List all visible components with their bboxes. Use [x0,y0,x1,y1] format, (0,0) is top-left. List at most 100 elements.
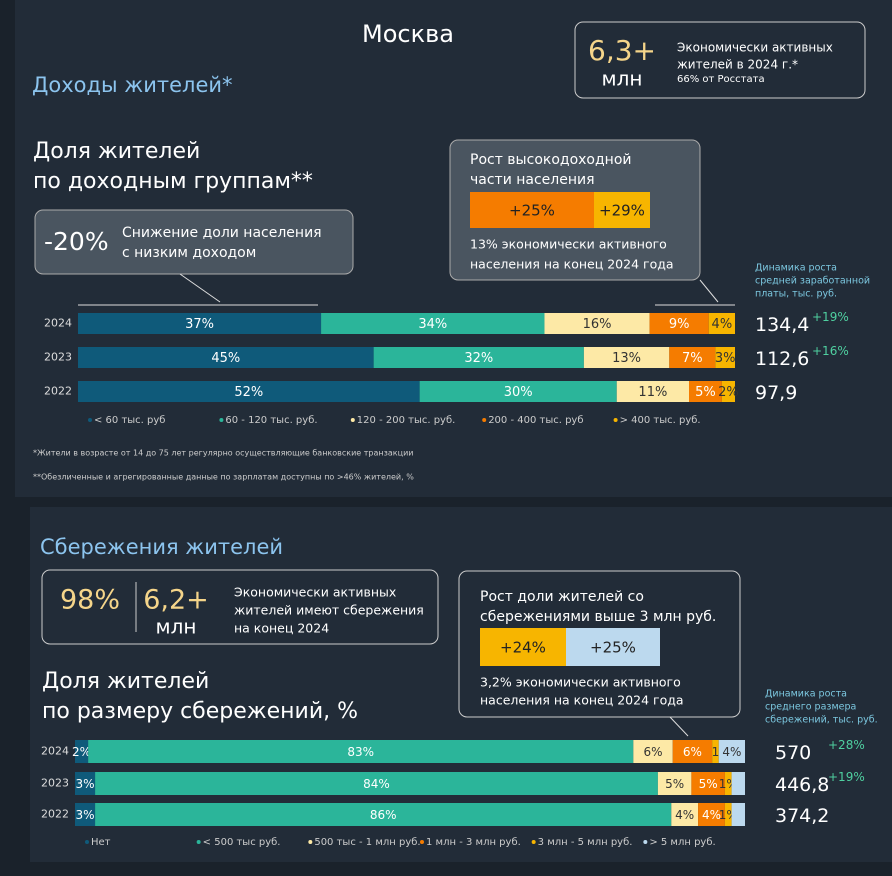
side-value: 134,4 [755,314,809,336]
callout-text: сбережениями выше 3 млн руб. [480,609,716,625]
legend-label: 3 млн - 5 млн руб. [538,837,633,848]
bar-segment [731,803,745,826]
chip-label: +24% [500,639,546,657]
section-heading: Доходы жителей* [32,73,233,97]
side-value: 446,8 [775,774,829,796]
legend-label: 1 млн - 3 млн руб. [426,837,521,848]
callout-text: Рост высокодоходной [470,152,632,168]
chip-label: +29% [599,202,645,220]
bar-segment [691,772,725,795]
side-header: средней заработанной [755,276,870,287]
value-label: 37% [185,317,214,332]
value-label: 4% [712,317,733,332]
legend-dot [219,418,224,422]
value-label: 6% [644,745,663,759]
bar-segment [616,381,690,402]
side-header: Динамика роста [755,263,837,274]
subtitle: по размеру сбережений, % [42,699,358,724]
bar-segment [88,740,634,763]
footnote: *Жители в возрасте от 14 до 75 лет регул… [33,449,413,458]
legend-label: < 500 тыс руб. [203,837,281,848]
bar-segment [672,740,713,763]
legend-dot [350,418,355,422]
bar-segment [583,347,670,368]
value-label: 11% [638,385,667,400]
value-label: 3% [715,351,736,366]
stat-note: 66% от Росстата [677,74,765,85]
y-tick-label: 2023 [44,351,72,364]
callout-chip [566,628,660,666]
chip-label: +25% [509,202,555,220]
legend-dot [420,840,424,844]
pointer [699,279,719,303]
value-label: 5% [695,385,716,400]
bar-segment [649,313,709,334]
side-header: среднего размера [765,702,856,713]
stat-unit: млн [156,615,197,639]
callout-text: населения на конец 2024 года [470,257,674,272]
value-label: 2% [718,385,739,400]
value-label: 34% [418,317,447,332]
value-label: 3% [76,777,95,791]
callout-text: населения на конец 2024 года [480,693,684,708]
y-tick-label: 2022 [44,385,72,398]
bar-segment [718,740,745,763]
bar-segment [78,313,322,334]
stat-unit: млн [602,67,643,91]
side-value: 97,9 [755,382,797,404]
value-label: 2% [72,745,91,759]
bar-segment [721,381,735,402]
y-tick-label: 2023 [41,777,69,790]
bar-segment [671,803,699,826]
value-label: 30% [504,385,533,400]
callout-text: части населения [470,172,595,188]
legend-dot [308,840,313,844]
subtitle: по доходным группам** [33,169,313,194]
bar-segment [724,772,732,795]
legend-label: < 60 тыс. руб [94,415,165,426]
legend-label: 60 - 120 тыс. руб. [225,415,317,426]
callout-text: 13% экономически активного [470,237,667,252]
bar-segment [95,772,658,795]
value-label: 4% [702,808,721,822]
side-value: 112,6 [755,348,809,370]
callout-box [34,209,354,275]
value-label: 5% [665,777,684,791]
bar-segment [75,803,96,826]
bar-segment [373,347,584,368]
bar-segment [633,740,673,763]
stat-text: на конец 2024 [234,621,329,636]
side-value: 374,2 [775,805,829,827]
stat-value: 6,2+ [143,585,209,616]
footnote: **Обезличенные и агрегированные данные п… [33,473,414,482]
legend-dot [88,418,92,422]
legend-dot [196,840,201,844]
value-label: 1 [712,745,720,759]
legend-dot [85,840,89,844]
subtitle: Доля жителей [42,669,209,694]
value-label: 83% [347,745,374,759]
bar-segment [75,772,96,795]
growth-label: +19% [812,310,849,324]
bar-segment [75,740,89,763]
value-label: 13% [612,351,641,366]
legend-label: 200 - 400 тыс. руб [488,415,583,426]
value-label: 45% [211,351,240,366]
legend-label: > 5 млн руб. [649,837,715,848]
value-label: 7% [682,351,703,366]
bar-segment [724,803,732,826]
value-label: 32% [464,351,493,366]
value-label: 9% [669,317,690,332]
bar-segment [669,347,716,368]
stat-text: жителей в 2024 г.* [677,58,798,72]
bar-segment [689,381,722,402]
callout-text: с низким доходом [122,245,256,261]
callout-chip [594,192,650,228]
side-header: Динамика роста [765,689,847,700]
stat-value: 6,3+ [588,34,656,67]
bar-segment [78,347,374,368]
bar-segment [712,740,719,763]
growth-label: +28% [828,738,865,752]
growth-label: +19% [828,770,865,784]
